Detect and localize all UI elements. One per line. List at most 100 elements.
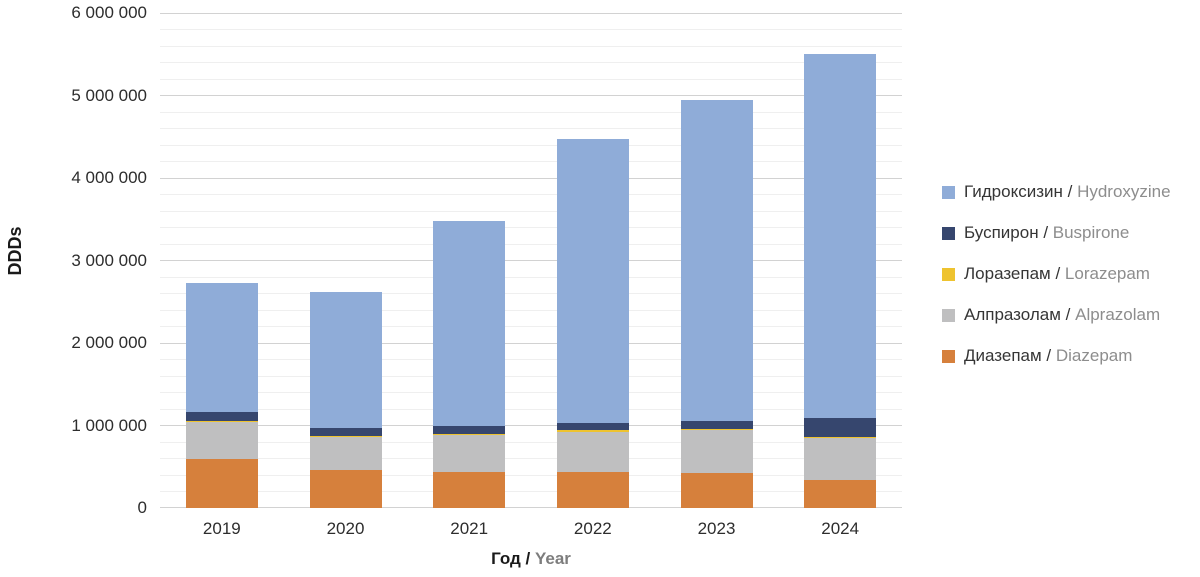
legend-label-separator: /: [1038, 223, 1053, 242]
bar-segment-hydroxyzine-2023: [680, 99, 753, 421]
legend-label-hydroxyzine: Гидроксизин / Hydroxyzine: [964, 182, 1171, 202]
gridline-minor: [160, 145, 902, 146]
gridline-minor: [160, 376, 902, 377]
bar-2020: [309, 13, 382, 508]
legend-label-ru: Лоразепам: [964, 264, 1051, 283]
gridline-minor: [160, 293, 902, 294]
legend-item-lorazepam: Лоразепам / Lorazepam: [942, 263, 1171, 285]
bar-segment-buspirone-2023: [680, 420, 753, 430]
bar-segment-hydroxyzine-2021: [433, 220, 506, 426]
x-tick-label-2023: 2023: [697, 519, 736, 538]
gridline-minor: [160, 310, 902, 311]
x-tick-label-2020: 2020: [326, 519, 365, 538]
legend-label-en: Buspirone: [1052, 223, 1130, 242]
y-tick-label: 6 000 000: [71, 3, 147, 22]
legend-label-en: Diazepam: [1055, 346, 1133, 365]
y-tick-label: 5 000 000: [71, 85, 147, 105]
bar-segment-hydroxyzine-2024: [804, 54, 877, 419]
bar-segment-hydroxyzine-2020: [309, 291, 382, 429]
bar-segment-diazepam-2023: [680, 472, 753, 508]
bar-segment-hydroxyzine-2019: [185, 282, 258, 413]
x-tick-label-2022: 2022: [573, 519, 612, 538]
bar-segment-lorazepam-2019: [185, 421, 258, 423]
gridline-minor: [160, 46, 902, 47]
gridline-minor: [160, 244, 902, 245]
bar-segment-alprazolam-2021: [433, 435, 506, 472]
legend-label-separator: /: [1050, 264, 1065, 283]
gridline-minor: [160, 112, 902, 113]
legend-label-lorazepam: Лоразепам / Lorazepam: [964, 264, 1150, 284]
bar-segment-alprazolam-2022: [556, 432, 629, 472]
bar-segment-lorazepam-2024: [804, 437, 877, 438]
legend: Гидроксизин / Hydroxyzine Буспирон / Busp…: [942, 181, 1171, 386]
legend-label-buspirone: Буспирон / Buspirone: [964, 223, 1129, 243]
bar-segment-buspirone-2020: [309, 428, 382, 436]
y-tick-label: 0: [137, 498, 147, 517]
bar-2021: [433, 13, 506, 508]
x-tick-label-2024: 2024: [821, 519, 860, 538]
gridline-minor: [160, 359, 902, 360]
gridline-major: [160, 507, 902, 508]
gridline-major: [160, 425, 902, 426]
y-tick-label: 1 000 000: [71, 415, 147, 435]
legend-label-alprazolam: Алпразолам / Alprazolam: [964, 305, 1160, 325]
gridline-minor: [160, 491, 902, 492]
legend-label-en: Lorazepam: [1064, 264, 1150, 283]
legend-item-diazepam: Диазепам / Diazepam: [942, 345, 1171, 367]
gridline-minor: [160, 392, 902, 393]
plot-area: [160, 13, 902, 508]
bar-segment-buspirone-2019: [185, 412, 258, 422]
legend-swatch-buspirone: [942, 226, 955, 240]
bar-2019: [185, 13, 258, 508]
gridline-major: [160, 95, 902, 96]
legend-item-alprazolam: Алпразолам / Alprazolam: [942, 304, 1171, 326]
x-axis-title-en: Year: [535, 549, 571, 568]
gridline-minor: [160, 194, 902, 195]
bar-segment-diazepam-2020: [309, 470, 382, 508]
y-tick-label: 3 000 000: [71, 250, 147, 270]
bar-segment-lorazepam-2023: [680, 429, 753, 431]
legend-label-en: Alprazolam: [1075, 305, 1161, 324]
x-tick-label-2021: 2021: [450, 519, 489, 538]
gridline-minor: [160, 458, 902, 459]
legend-label-en: Hydroxyzine: [1077, 182, 1171, 201]
bar-2023: [680, 13, 753, 508]
bar-segment-buspirone-2022: [556, 423, 629, 431]
bar-segment-lorazepam-2021: [433, 434, 506, 435]
legend-label-ru: Алпразолам: [964, 305, 1061, 324]
bar-segment-alprazolam-2023: [680, 430, 753, 473]
y-tick-label: 4 000 000: [71, 168, 147, 187]
gridline-minor: [160, 277, 902, 278]
gridline-minor: [160, 62, 902, 63]
legend-label-separator: /: [1041, 346, 1056, 365]
gridline-minor: [160, 29, 902, 30]
bar-segment-diazepam-2021: [433, 471, 506, 508]
bar-segment-alprazolam-2019: [185, 422, 258, 459]
bar-segment-lorazepam-2020: [309, 435, 382, 437]
x-tick-label-2019: 2019: [202, 519, 241, 538]
gridline-minor: [160, 161, 902, 162]
legend-label-diazepam: Диазепам / Diazepam: [964, 346, 1132, 366]
bar-segment-hydroxyzine-2022: [556, 139, 629, 424]
gridline-minor: [160, 442, 902, 443]
gridline-minor: [160, 128, 902, 129]
legend-label-ru: Диазепам: [964, 346, 1042, 365]
legend-item-buspirone: Буспирон / Buspirone: [942, 222, 1171, 244]
x-axis-title-ru: Год: [491, 549, 521, 568]
gridline-major: [160, 13, 902, 14]
bar-segment-buspirone-2024: [804, 418, 877, 438]
legend-swatch-lorazepam: [942, 267, 955, 281]
legend-swatch-alprazolam: [942, 308, 955, 322]
legend-label-separator: /: [1060, 305, 1076, 324]
x-axis-title-separator: /: [525, 549, 535, 568]
bar-segment-alprazolam-2020: [309, 436, 382, 471]
gridline-minor: [160, 409, 902, 410]
y-axis: 0 1 000 000 2 000 000 3 000 000 4 000 000 5 0…: [0, 0, 150, 577]
gridline-minor: [160, 475, 902, 476]
bar-segment-diazepam-2024: [804, 479, 877, 508]
legend-label-ru: Буспирон: [964, 223, 1039, 242]
gridline-minor: [160, 79, 902, 80]
bar-2024: [804, 13, 877, 508]
legend-item-hydroxyzine: Гидроксизин / Hydroxyzine: [942, 181, 1171, 203]
